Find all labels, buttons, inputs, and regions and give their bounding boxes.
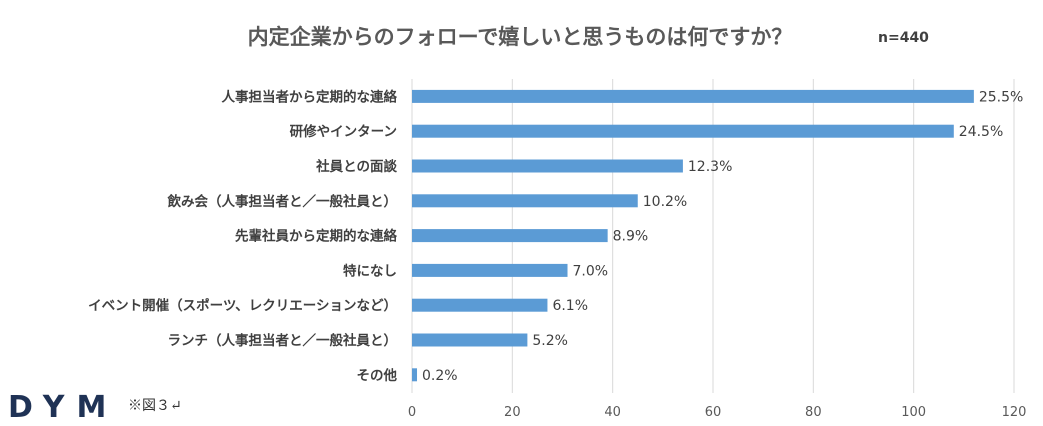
bar-2 (412, 159, 683, 173)
figure-note: ※図３↵ (128, 398, 182, 414)
bar-6 (412, 298, 548, 312)
bar-5 (412, 263, 568, 277)
category-labels: 人事担当者から定期的な連絡研修やインターン社員との面談飲み会（人事担当者と／一般… (88, 88, 397, 383)
category-label: 社員との面談 (315, 158, 397, 175)
bar-1 (412, 124, 954, 138)
bar-0 (412, 89, 974, 103)
data-label: 24.5% (959, 124, 1003, 140)
x-tick-label: 80 (805, 405, 822, 420)
data-labels: 25.5% 24.5% 12.3% 10.2% 8.9% 7.0% 6.1% 5.2% 0.2% (422, 89, 1023, 383)
category-label: 特になし (343, 262, 397, 279)
x-axis-ticks: 0 20 40 60 80 100 120 (408, 405, 1027, 420)
x-tick-label: 120 (1002, 405, 1027, 420)
data-label: 10.2% (643, 194, 687, 210)
category-label: ランチ（人事担当者と／一般社員と） (168, 332, 398, 349)
bars (412, 89, 974, 382)
category-label: 研修やインターン (290, 123, 397, 140)
data-label: 25.5% (979, 89, 1023, 105)
category-label: 先輩社員から定期的な連絡 (235, 228, 397, 245)
bar-3 (412, 194, 638, 208)
x-tick-label: 100 (901, 405, 926, 420)
x-tick-label: 20 (504, 405, 521, 420)
x-tick-label: 60 (705, 405, 722, 420)
bar-7 (412, 333, 528, 347)
data-label: 6.1% (552, 298, 588, 314)
category-label: 飲み会（人事担当者と／一般社員と） (167, 193, 398, 210)
x-tick-label: 40 (604, 405, 621, 420)
category-label: 人事担当者から定期的な連絡 (222, 88, 398, 105)
category-label: その他 (357, 367, 398, 384)
sample-size-note: n=440 (878, 30, 929, 46)
x-tick-label: 0 (408, 405, 416, 420)
category-label: イベント開催（スポーツ、レクリエーションなど） (88, 297, 397, 314)
data-label: 12.3% (688, 159, 732, 175)
data-label: 5.2% (532, 333, 568, 349)
bar-8 (412, 368, 418, 382)
bar-4 (412, 229, 608, 243)
data-label: 0.2% (422, 368, 458, 384)
dym-logo: DYM (8, 390, 118, 425)
data-label: 8.9% (613, 229, 649, 245)
data-label: 7.0% (573, 263, 609, 279)
chart-title: 内定企業からのフォローで嬉しいと思うものは何ですか？ (248, 25, 793, 49)
